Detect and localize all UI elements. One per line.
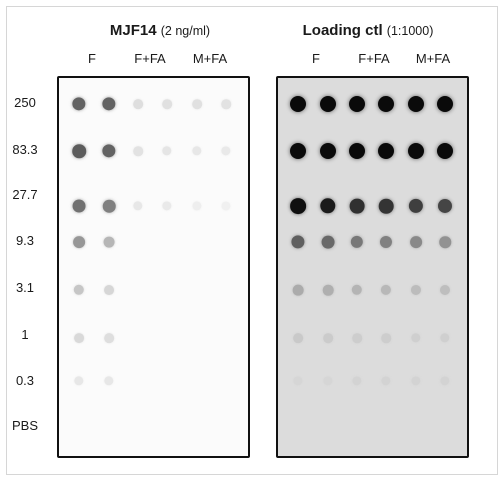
blot-spot bbox=[437, 143, 453, 159]
blot-spot bbox=[293, 333, 303, 343]
blot-spot bbox=[408, 96, 424, 112]
blot-spot bbox=[74, 376, 84, 386]
blot-spot bbox=[440, 376, 450, 386]
blot-spot bbox=[162, 201, 172, 211]
blot-spot bbox=[349, 198, 365, 214]
blot-spot bbox=[292, 284, 304, 296]
blot-spot bbox=[352, 333, 362, 343]
blot-spot bbox=[350, 235, 364, 249]
right-title-sub: (1:1000) bbox=[386, 24, 434, 38]
blot-spot bbox=[192, 201, 202, 211]
row-label: 3.1 bbox=[15, 280, 35, 295]
blot-spot bbox=[437, 198, 453, 214]
blot-spot bbox=[221, 99, 231, 109]
row-label: 250 bbox=[14, 95, 36, 110]
blot-spot bbox=[290, 96, 306, 112]
blot-spot bbox=[74, 333, 84, 343]
right-column-header: F bbox=[312, 51, 320, 66]
right-column-header: M+FA bbox=[415, 51, 451, 66]
blot-spot bbox=[320, 198, 336, 214]
blot-spot bbox=[380, 284, 392, 296]
blot-spot bbox=[291, 235, 305, 249]
left-column-header: F bbox=[88, 51, 96, 66]
blot-spot bbox=[411, 376, 421, 386]
blot-spot bbox=[102, 97, 116, 111]
blot-spot bbox=[104, 333, 114, 343]
blot-spot bbox=[72, 199, 86, 213]
left-title-sub: (2 ng/ml) bbox=[160, 24, 211, 38]
left-title-main: MJF14 bbox=[109, 22, 157, 39]
blot-spot bbox=[133, 201, 143, 211]
blot-spot bbox=[102, 144, 116, 158]
blot-spot bbox=[322, 284, 334, 296]
blot-spot bbox=[411, 333, 421, 343]
blot-spot bbox=[439, 284, 451, 296]
blot-spot bbox=[72, 144, 86, 158]
blot-spot bbox=[320, 96, 336, 112]
blot-spot bbox=[440, 333, 450, 343]
blot-spot bbox=[381, 376, 391, 386]
row-label: 1 bbox=[21, 327, 29, 342]
blot-spot bbox=[378, 198, 394, 214]
blot-spot bbox=[410, 236, 422, 248]
blot-spot bbox=[323, 376, 333, 386]
blot-spot bbox=[133, 99, 143, 109]
blot-spot bbox=[162, 146, 172, 156]
left-panel-title: MJF14 (2 ng/ml) bbox=[72, 20, 248, 42]
blot-spot bbox=[73, 284, 85, 296]
blot-spot bbox=[104, 285, 114, 295]
blot-spot bbox=[133, 146, 143, 156]
blot-spot bbox=[103, 236, 115, 248]
blot-spot bbox=[290, 198, 306, 214]
blot-spot bbox=[381, 333, 391, 343]
blot-spot bbox=[221, 201, 231, 211]
blot-spot bbox=[351, 284, 363, 296]
blot-spot bbox=[378, 143, 394, 159]
right-column-header: F+FA bbox=[358, 51, 390, 66]
left-blot-panel bbox=[57, 76, 250, 458]
blot-spot bbox=[192, 146, 202, 156]
row-label: 27.7 bbox=[12, 187, 38, 202]
right-title-main: Loading ctl bbox=[302, 22, 383, 39]
left-column-header: M+FA bbox=[192, 51, 228, 66]
row-label: 9.3 bbox=[15, 233, 35, 248]
left-column-header: F+FA bbox=[134, 51, 166, 66]
right-blot-panel bbox=[276, 76, 469, 458]
blot-spot bbox=[293, 376, 303, 386]
blot-spot bbox=[73, 236, 85, 248]
blot-spot bbox=[437, 96, 453, 112]
blot-spot bbox=[221, 146, 231, 156]
blot-spot bbox=[349, 143, 365, 159]
blot-spot bbox=[72, 97, 86, 111]
row-label: 0.3 bbox=[15, 373, 35, 388]
blot-spot bbox=[102, 199, 116, 213]
blot-spot bbox=[378, 96, 394, 112]
blot-spot bbox=[410, 284, 422, 296]
blot-spot bbox=[192, 99, 202, 109]
row-label: PBS bbox=[11, 418, 38, 433]
blot-spot bbox=[408, 143, 424, 159]
blot-spot bbox=[323, 333, 333, 343]
blot-spot bbox=[104, 376, 114, 386]
blot-spot bbox=[162, 99, 172, 109]
blot-spot bbox=[321, 235, 335, 249]
blot-spot bbox=[379, 235, 393, 249]
right-panel-title: Loading ctl (1:1000) bbox=[280, 20, 456, 42]
row-label: 83.3 bbox=[12, 142, 38, 157]
blot-spot bbox=[349, 96, 365, 112]
blot-spot bbox=[290, 143, 306, 159]
blot-spot bbox=[320, 143, 336, 159]
blot-spot bbox=[352, 376, 362, 386]
blot-spot bbox=[439, 236, 451, 248]
blot-spot bbox=[408, 198, 424, 214]
